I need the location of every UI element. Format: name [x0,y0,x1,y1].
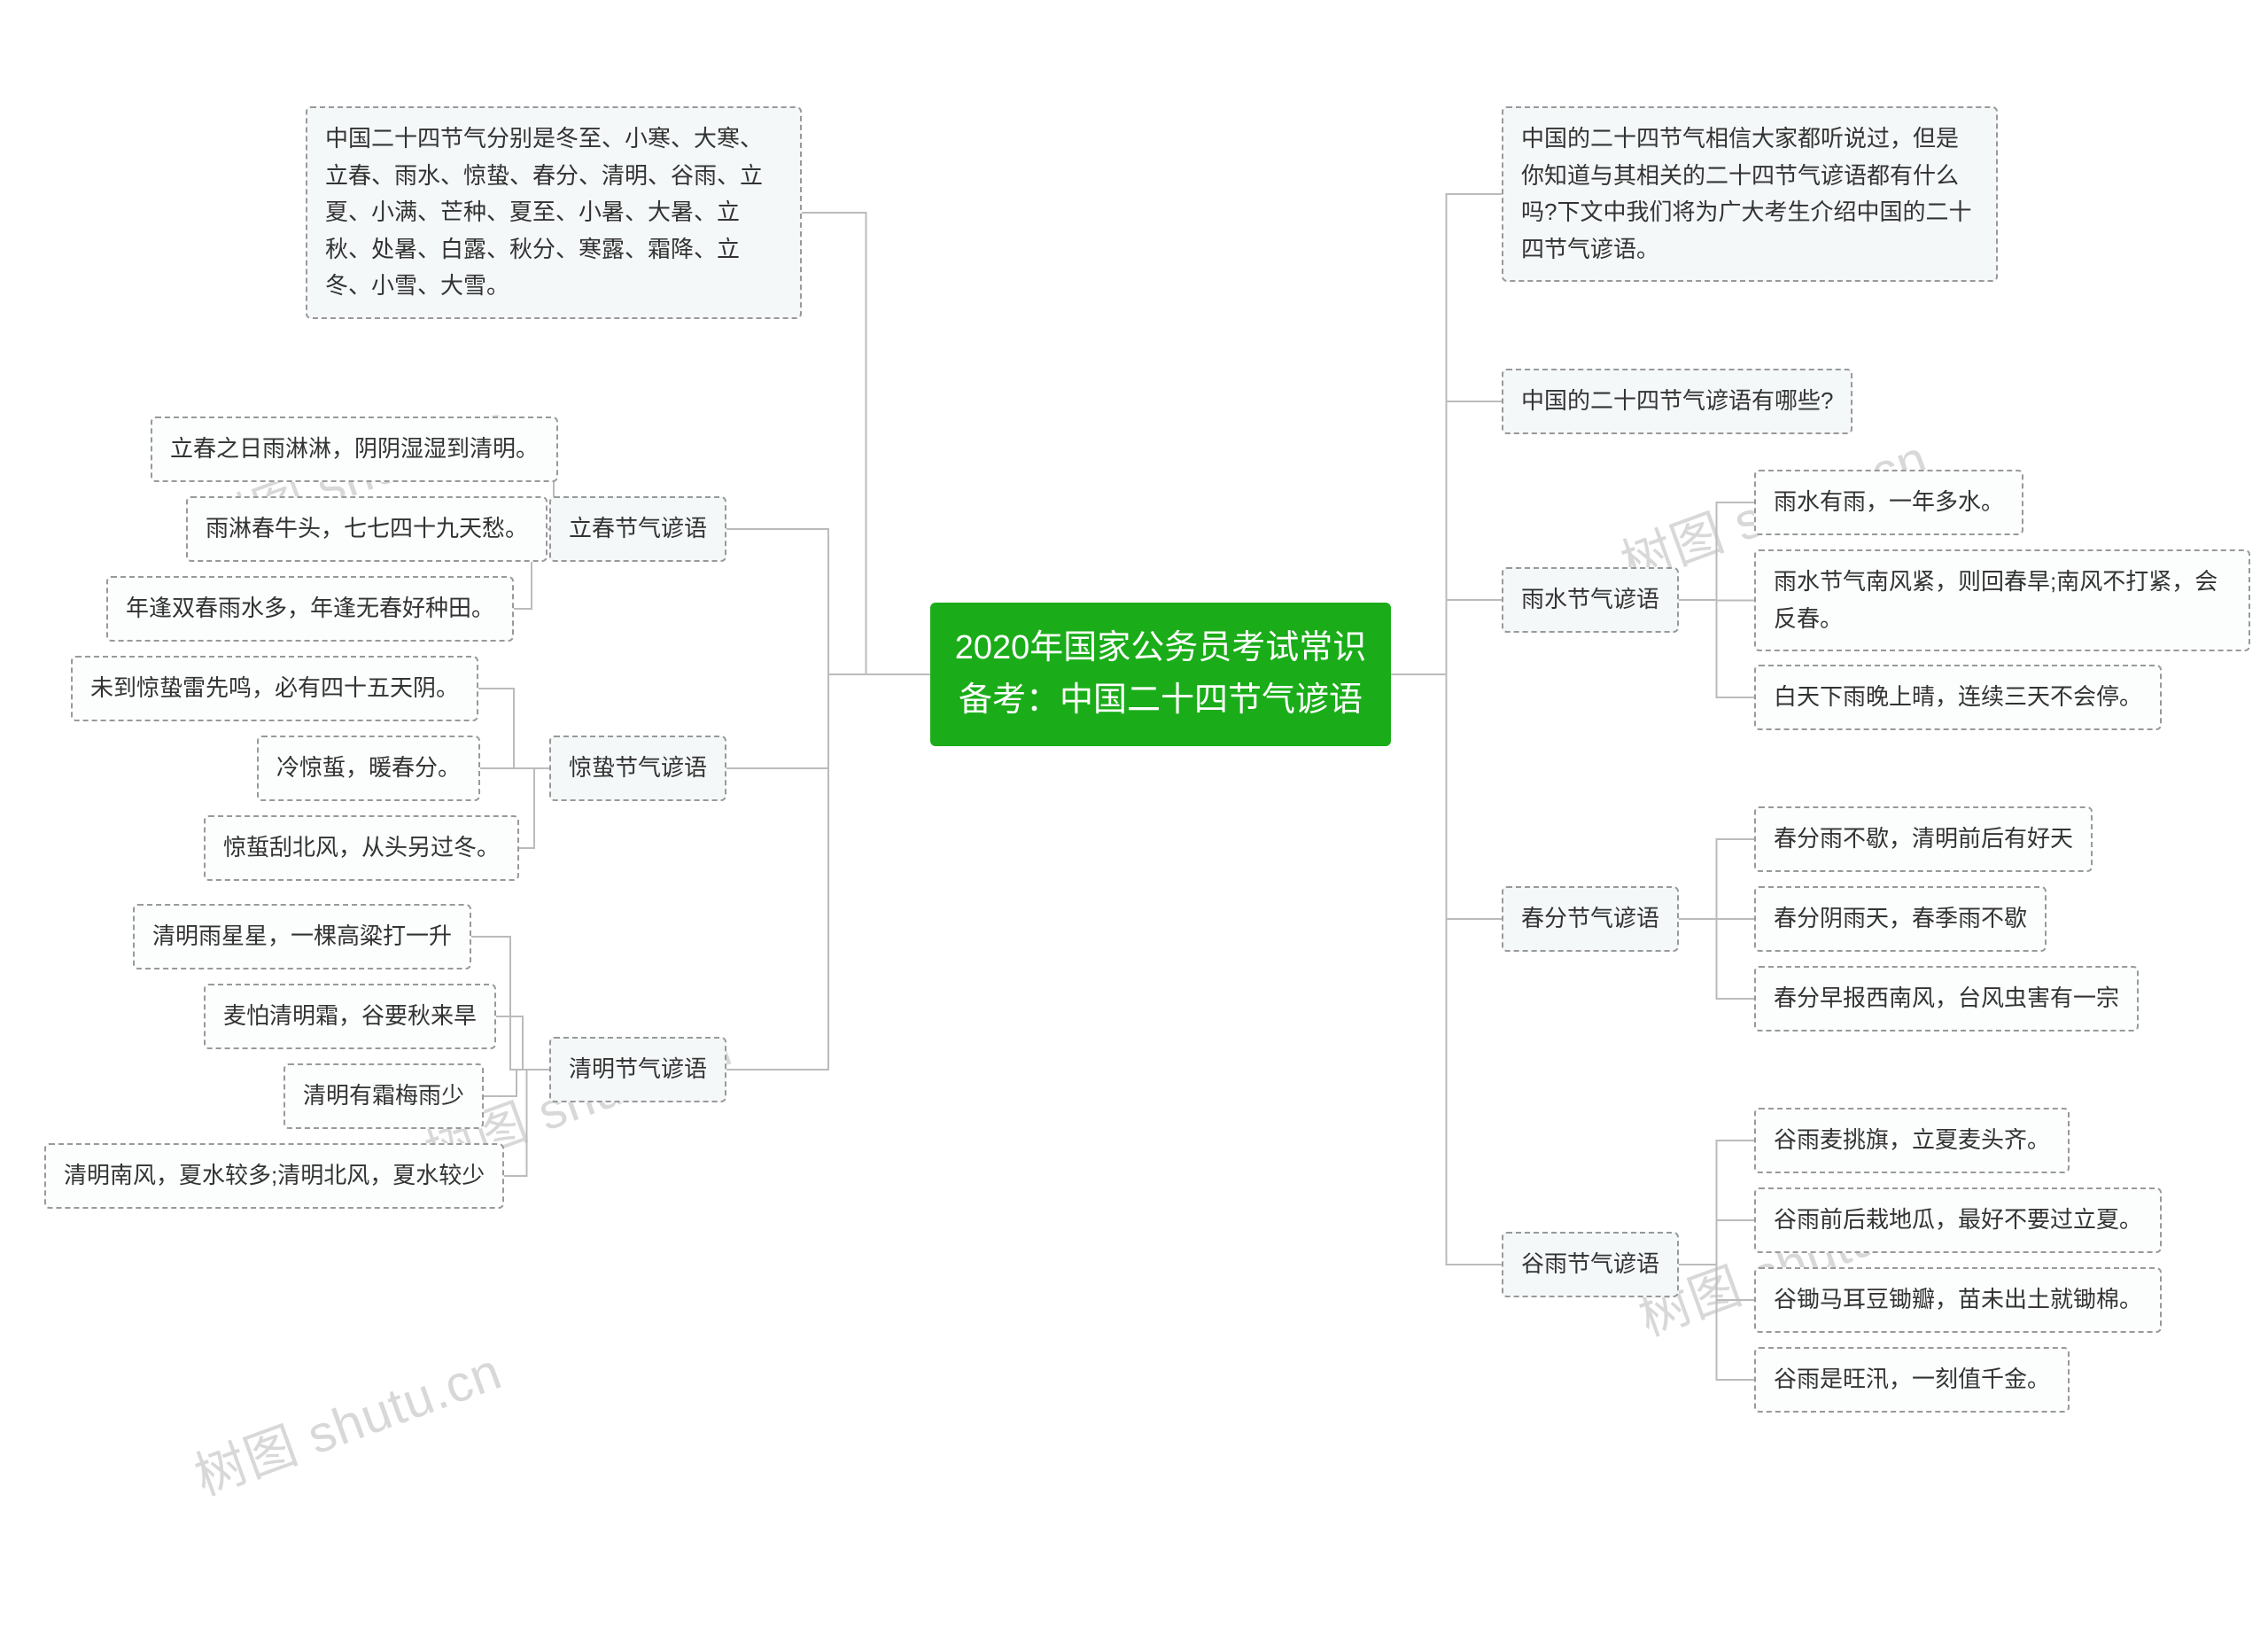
branch-intro-24-terms: 中国二十四节气分别是冬至、小寒、大寒、立春、雨水、惊蛰、春分、清明、谷雨、立夏、… [306,106,802,319]
leaf-yushui-2: 白天下雨晚上晴，连续三天不会停。 [1754,665,2162,730]
leaf-guyu-3: 谷雨是旺汛，一刻值千金。 [1754,1347,2070,1413]
center-topic: 2020年国家公务员考试常识备考：中国二十四节气谚语 [930,603,1391,746]
leaf-guyu-0: 谷雨麦挑旗，立夏麦头齐。 [1754,1108,2070,1173]
leaf-qingming-1: 麦怕清明霜，谷要秋来旱 [204,984,496,1049]
leaf-jingzhe-0: 未到惊蛰雷先鸣，必有四十五天阴。 [71,656,478,721]
leaf-yushui-1: 雨水节气南风紧，则回春旱;南风不打紧，会反春。 [1754,549,2250,651]
branch-qingming: 清明节气谚语 [549,1037,726,1102]
leaf-guyu-1: 谷雨前后栽地瓜，最好不要过立夏。 [1754,1187,2162,1253]
leaf-lichun-2: 年逢双春雨水多，年逢无春好种田。 [106,576,514,642]
branch-chunfen: 春分节气谚语 [1502,886,1679,952]
leaf-qingming-2: 清明有霜梅雨少 [284,1063,484,1129]
leaf-jingzhe-2: 惊蜇刮北风，从头另过冬。 [204,815,519,881]
leaf-lichun-1: 雨淋春牛头，七七四十九天愁。 [186,496,548,562]
mindmap-canvas: 树图 shutu.cn 树图 shutu.cn 树图 shutu.cn 树图 s… [0,0,2268,1635]
leaf-chunfen-1: 春分阴雨天，春季雨不歇 [1754,886,2047,952]
branch-question: 中国的二十四节气谚语有哪些? [1502,369,1852,434]
branch-lichun: 立春节气谚语 [549,496,726,562]
branch-yushui: 雨水节气谚语 [1502,567,1679,633]
leaf-guyu-2: 谷锄马耳豆锄瓣，苗未出土就锄棉。 [1754,1267,2162,1333]
leaf-jingzhe-1: 冷惊蜇，暖春分。 [257,736,480,801]
branch-jingzhe: 惊蛰节气谚语 [549,736,726,801]
leaf-yushui-0: 雨水有雨，一年多水。 [1754,470,2023,535]
leaf-qingming-0: 清明雨星星，一棵高粱打一升 [133,904,471,969]
leaf-chunfen-2: 春分早报西南风，台风虫害有一宗 [1754,966,2139,1032]
leaf-qingming-3: 清明南风，夏水较多;清明北风，夏水较少 [44,1143,504,1209]
leaf-lichun-0: 立春之日雨淋淋，阴阴湿湿到清明。 [151,417,558,482]
leaf-chunfen-0: 春分雨不歇，清明前后有好天 [1754,806,2093,872]
branch-guyu: 谷雨节气谚语 [1502,1232,1679,1297]
branch-intro-proverbs: 中国的二十四节气相信大家都听说过，但是你知道与其相关的二十四节气谚语都有什么吗?… [1502,106,1998,282]
